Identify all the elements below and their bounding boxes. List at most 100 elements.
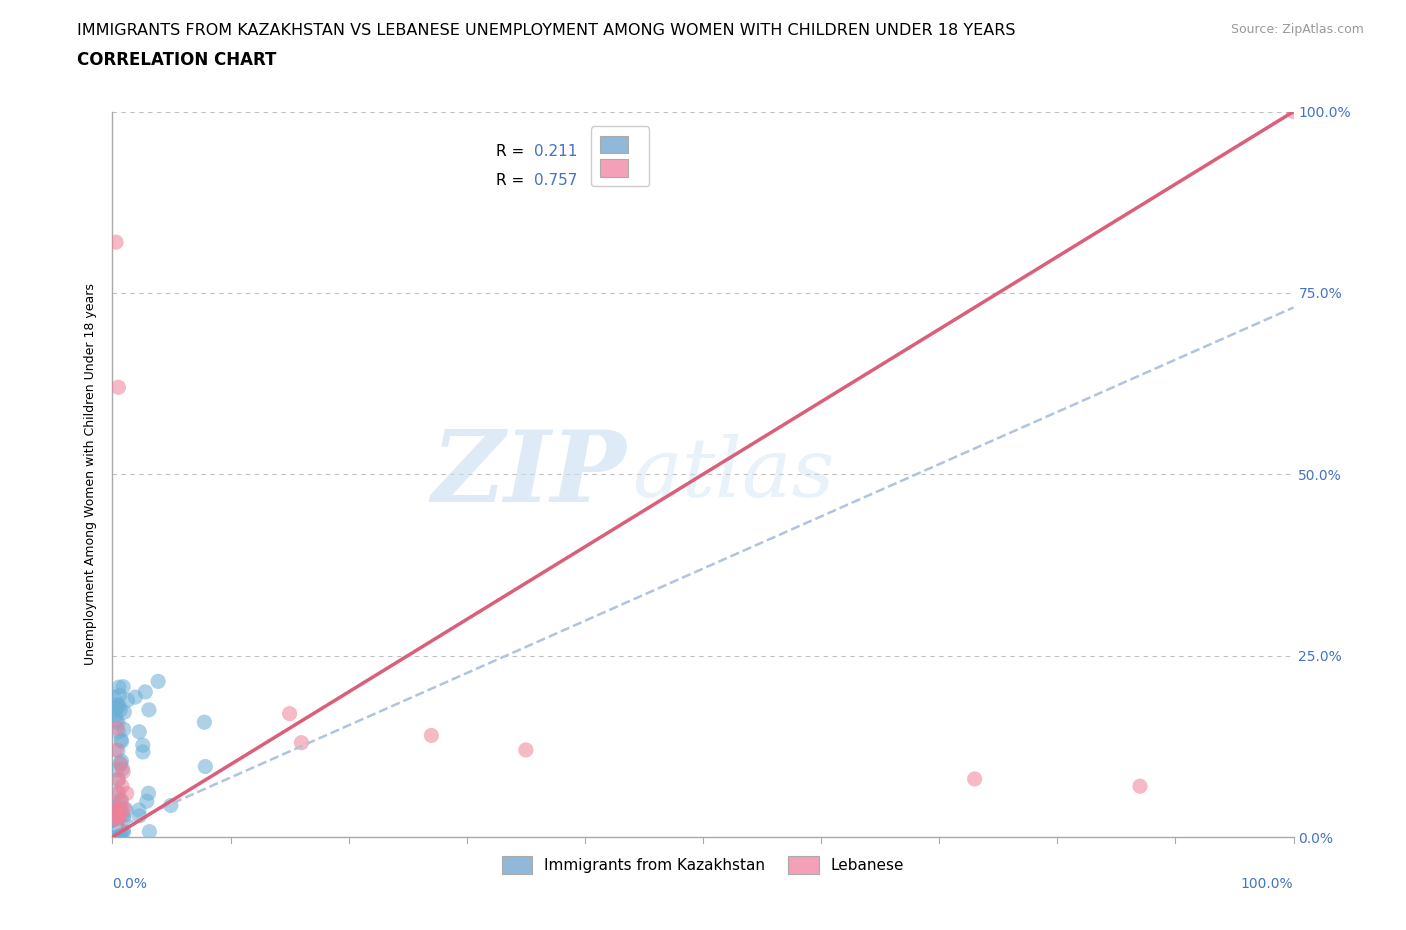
Point: [107, 829, 129, 844]
Point: [107, 801, 129, 816]
Point: [104, 800, 127, 815]
Point: [107, 805, 129, 820]
Point: [107, 829, 129, 844]
Text: 0.211: 0.211: [534, 144, 578, 159]
Point: [105, 234, 128, 249]
Point: [105, 721, 128, 736]
Point: [103, 819, 125, 834]
Text: ZIP: ZIP: [432, 426, 626, 523]
Point: [160, 798, 183, 813]
Point: [110, 830, 132, 844]
Point: [105, 763, 128, 777]
Point: [103, 799, 125, 814]
Point: [110, 753, 132, 768]
Point: [111, 778, 134, 793]
Point: [963, 772, 986, 787]
Point: [1129, 778, 1152, 793]
Point: [107, 814, 129, 829]
Point: [1282, 104, 1305, 119]
Point: [108, 698, 131, 713]
Point: [138, 824, 160, 839]
Point: [104, 806, 127, 821]
Point: [128, 808, 150, 823]
Point: [107, 715, 129, 730]
Point: [115, 803, 138, 817]
Point: [105, 801, 128, 816]
Point: [110, 800, 132, 815]
Point: [420, 728, 443, 743]
Text: N =: N =: [581, 144, 626, 159]
Text: 0.0%: 0.0%: [112, 877, 148, 891]
Point: [107, 773, 129, 788]
Point: [105, 808, 128, 823]
Point: [146, 674, 169, 689]
Point: [112, 811, 135, 826]
Point: [110, 756, 132, 771]
Point: [105, 700, 128, 715]
Text: 68: 68: [623, 144, 643, 159]
Point: [193, 715, 215, 730]
Point: [104, 708, 127, 723]
Point: [104, 804, 127, 819]
Point: [112, 825, 135, 840]
Point: [108, 824, 131, 839]
Point: [103, 824, 125, 839]
Point: [111, 762, 134, 777]
Point: [112, 810, 135, 825]
Point: [278, 706, 301, 721]
Point: [108, 815, 131, 830]
Point: [105, 742, 128, 757]
Text: R =: R =: [496, 144, 530, 159]
Point: [101, 817, 124, 832]
Point: [107, 772, 129, 787]
Point: [134, 684, 156, 699]
Point: [112, 801, 135, 816]
Text: R =: R =: [496, 173, 530, 188]
Text: Source: ZipAtlas.com: Source: ZipAtlas.com: [1230, 23, 1364, 36]
Text: IMMIGRANTS FROM KAZAKHSTAN VS LEBANESE UNEMPLOYMENT AMONG WOMEN WITH CHILDREN UN: IMMIGRANTS FROM KAZAKHSTAN VS LEBANESE U…: [77, 23, 1015, 38]
Point: [105, 818, 128, 833]
Legend: Immigrants from Kazakhstan, Lebanese: Immigrants from Kazakhstan, Lebanese: [495, 850, 911, 880]
Point: [105, 828, 128, 843]
Point: [128, 803, 150, 817]
Point: [111, 823, 134, 838]
Point: [112, 705, 135, 720]
Point: [110, 792, 132, 807]
Point: [110, 702, 132, 717]
Point: [105, 786, 128, 801]
Point: [124, 690, 146, 705]
Text: atlas: atlas: [633, 434, 835, 514]
Point: [105, 713, 128, 728]
Point: [104, 702, 127, 717]
Text: 100.0%: 100.0%: [1241, 877, 1294, 891]
Point: [105, 811, 128, 827]
Point: [117, 693, 139, 708]
Point: [128, 724, 150, 739]
Point: [105, 698, 128, 712]
Point: [112, 823, 135, 838]
Point: [111, 817, 134, 831]
Point: [107, 743, 129, 758]
Point: [107, 828, 129, 843]
Point: [107, 786, 129, 801]
Point: [111, 804, 134, 819]
Point: [110, 734, 132, 749]
Point: [110, 733, 132, 748]
Text: N =: N =: [581, 173, 626, 188]
Point: [104, 809, 127, 824]
Point: [112, 679, 135, 694]
Point: [112, 764, 135, 779]
Point: [103, 690, 125, 705]
Point: [107, 379, 129, 394]
Text: CORRELATION CHART: CORRELATION CHART: [77, 51, 277, 69]
Point: [135, 794, 157, 809]
Point: [515, 742, 537, 757]
Point: [108, 808, 131, 823]
Point: [138, 786, 160, 801]
Point: [112, 722, 135, 737]
Point: [290, 736, 312, 751]
Point: [107, 724, 129, 739]
Point: [115, 786, 138, 801]
Point: [138, 702, 160, 717]
Point: [104, 829, 127, 844]
